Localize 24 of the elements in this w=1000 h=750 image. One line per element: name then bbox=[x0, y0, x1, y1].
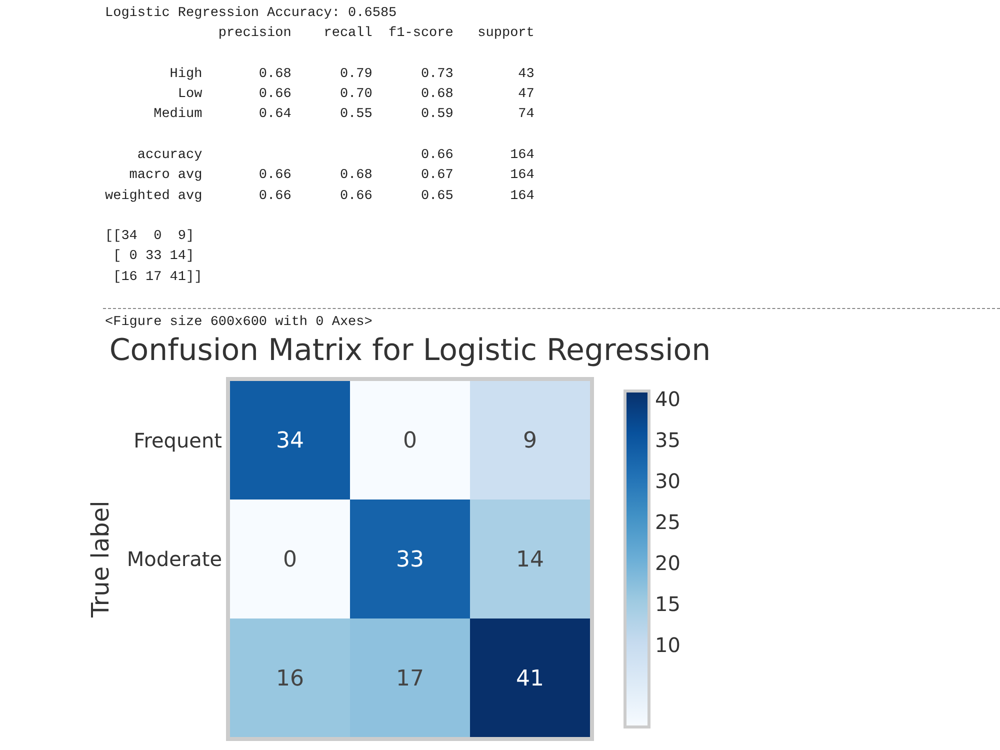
data-label: 14 bbox=[516, 548, 544, 573]
color-bar-label: 40 bbox=[655, 387, 680, 412]
data-label: 0 bbox=[403, 428, 417, 454]
color-bar-label: 25 bbox=[655, 510, 680, 534]
text: [[34 0 9] [ 0 33 14] [16 17 41]] bbox=[105, 228, 204, 287]
text: <Figure size 600x600 with 0 Axes> bbox=[105, 314, 374, 332]
color-bar-label: 15 bbox=[655, 592, 680, 616]
color-bar-label: 35 bbox=[655, 428, 680, 452]
color-bar-label: 30 bbox=[655, 469, 680, 494]
text: Logistic Regression Accuracy: 0.6585 bbox=[105, 5, 398, 23]
y-tick-label: Moderate bbox=[126, 547, 222, 572]
data-label: 33 bbox=[396, 548, 424, 573]
data-label: 16 bbox=[276, 666, 304, 692]
color-bar-label: 10 bbox=[655, 633, 680, 658]
text: precision recall f1-score support High 0.68 0.79 0.73 43 Low 0.66 0.70 0.68 47 Medium 0.64 0.55 0.59 74 accuracy 0.66 164 macro avg 0.66 0.68 0.67 164 weighted avg 0.66 0.66 0.65 164 bbox=[105, 26, 534, 204]
data-label: 41 bbox=[516, 666, 544, 692]
data-label: 17 bbox=[396, 666, 424, 692]
y-tick-label: Frequent bbox=[134, 428, 222, 452]
chart-title: Confusion Matrix for Logistic Regression bbox=[109, 333, 711, 368]
y-axis-title: True label bbox=[86, 500, 114, 618]
data-label: 0 bbox=[283, 548, 297, 573]
data-label: 34 bbox=[276, 428, 304, 454]
color-bar-label: 20 bbox=[655, 551, 680, 576]
data-label: 9 bbox=[523, 428, 537, 454]
